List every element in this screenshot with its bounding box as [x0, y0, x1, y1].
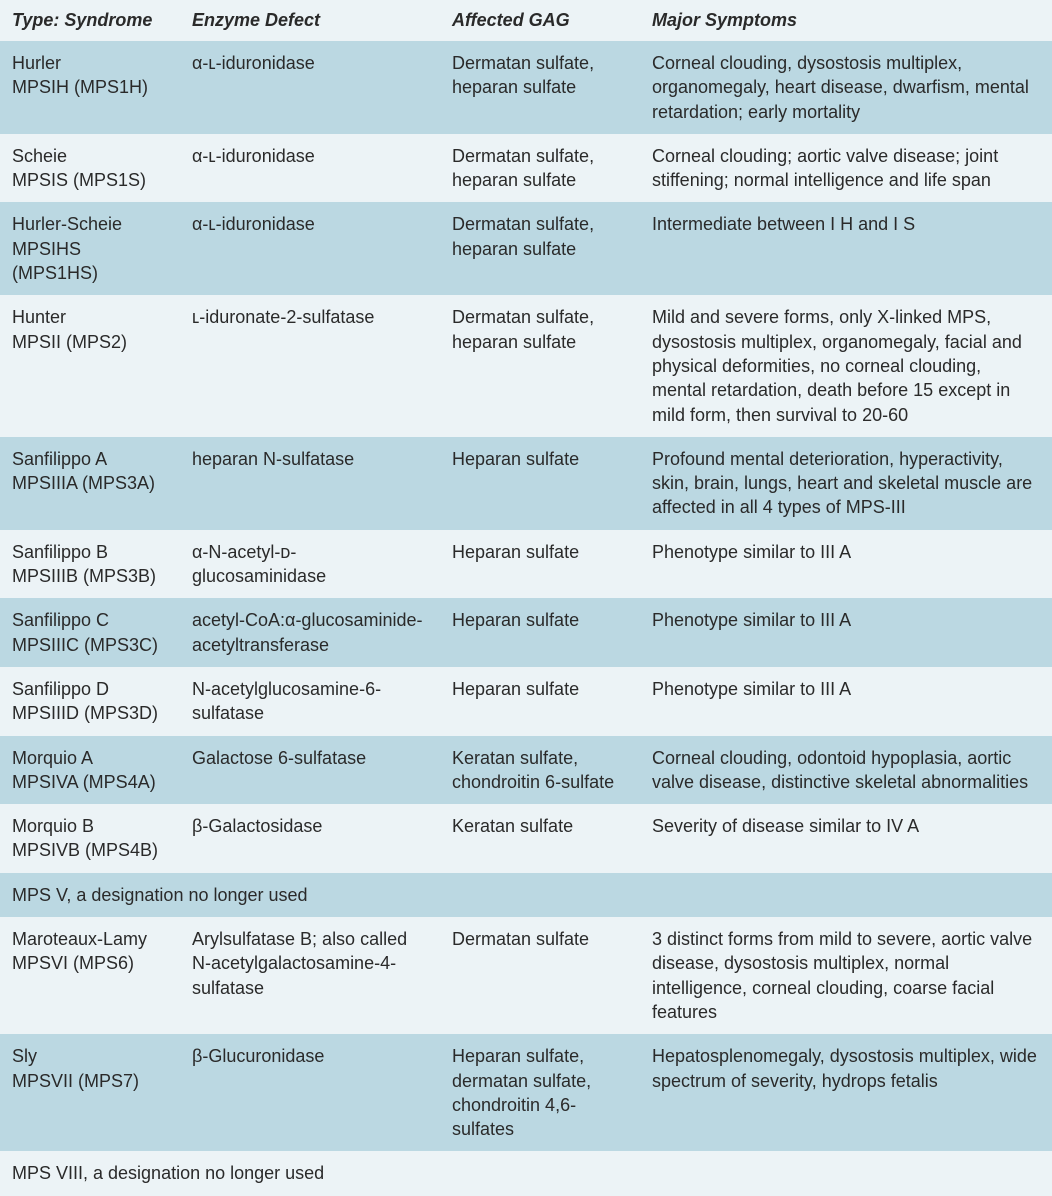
type-name: Hunter — [12, 305, 168, 329]
type-name: Sly — [12, 1044, 168, 1068]
symptoms-cell: Corneal clouding, dysostosis multiplex, … — [640, 41, 1052, 134]
symptoms-cell: Profound mental deterioration, hyperacti… — [640, 437, 1052, 530]
table-row: Maroteaux-LamyMPSVI (MPS6)Arylsulfatase … — [0, 917, 1052, 1034]
type-name: Morquio B — [12, 814, 168, 838]
col-header-enzyme: Enzyme Defect — [180, 0, 440, 41]
table-row: ScheieMPSIS (MPS1S)α-ʟ-iduronidaseDermat… — [0, 134, 1052, 203]
symptoms-cell: 3 distinct forms from mild to severe, ao… — [640, 917, 1052, 1034]
type-cell: HurlerMPSIH (MPS1H) — [0, 41, 180, 134]
enzyme-cell: β-Galactosidase — [180, 804, 440, 873]
symptoms-cell: Corneal clouding, odontoid hypoplasia, a… — [640, 736, 1052, 805]
type-code: MPSIIIB (MPS3B) — [12, 564, 168, 588]
gag-cell: Dermatan sulfate, heparan sulfate — [440, 41, 640, 134]
type-cell: Maroteaux-LamyMPSVI (MPS6) — [0, 917, 180, 1034]
spanner-cell: MPS V, a designation no longer used — [0, 873, 1052, 917]
table-row: Sanfilippo CMPSIIIC (MPS3C)acetyl-CoA:α-… — [0, 598, 1052, 667]
gag-cell: Keratan sulfate — [440, 804, 640, 873]
symptoms-cell: Phenotype similar to III A — [640, 598, 1052, 667]
symptoms-cell: Hepatosplenomegaly, dysostosis multiplex… — [640, 1034, 1052, 1151]
gag-cell: Heparan sulfate, dermatan sulfate, chond… — [440, 1034, 640, 1151]
type-cell: HunterMPSII (MPS2) — [0, 295, 180, 436]
type-cell: ScheieMPSIS (MPS1S) — [0, 134, 180, 203]
type-name: Scheie — [12, 144, 168, 168]
type-name: Morquio A — [12, 746, 168, 770]
symptoms-cell: Intermediate between I H and I S — [640, 202, 1052, 295]
gag-cell: Dermatan sulfate — [440, 917, 640, 1034]
table-row: Hurler-ScheieMPSIHS (MPS1HS)α-ʟ-iduronid… — [0, 202, 1052, 295]
enzyme-cell: β-Glucuronidase — [180, 1034, 440, 1151]
symptoms-cell: Corneal clouding; aortic valve disease; … — [640, 134, 1052, 203]
enzyme-cell: Arylsulfatase B; also called N-acetylgal… — [180, 917, 440, 1034]
table-row: SlyMPSVII (MPS7)β-GlucuronidaseHeparan s… — [0, 1034, 1052, 1151]
symptoms-cell: Phenotype similar to III A — [640, 530, 1052, 599]
col-header-symptoms: Major Symptoms — [640, 0, 1052, 41]
type-name: Maroteaux-Lamy — [12, 927, 168, 951]
type-cell: Morquio AMPSIVA (MPS4A) — [0, 736, 180, 805]
col-header-type: Type: Syndrome — [0, 0, 180, 41]
table-row: Morquio AMPSIVA (MPS4A)Galactose 6-sulfa… — [0, 736, 1052, 805]
gag-cell: Keratan sulfate, chondroitin 6-sulfate — [440, 736, 640, 805]
enzyme-cell: ʟ-iduronate-2-sulfatase — [180, 295, 440, 436]
type-code: MPSIIIC (MPS3C) — [12, 633, 168, 657]
table-row: MPS V, a designation no longer used — [0, 873, 1052, 917]
type-code: MPSIH (MPS1H) — [12, 75, 168, 99]
enzyme-cell: α-ʟ-iduronidase — [180, 202, 440, 295]
gag-cell: Dermatan sulfate, heparan sulfate — [440, 134, 640, 203]
type-cell: SlyMPSVII (MPS7) — [0, 1034, 180, 1151]
table-row: HunterMPSII (MPS2)ʟ-iduronate-2-sulfatas… — [0, 295, 1052, 436]
type-cell: Sanfilippo BMPSIIIB (MPS3B) — [0, 530, 180, 599]
type-cell: Morquio BMPSIVB (MPS4B) — [0, 804, 180, 873]
table-row: Sanfilippo DMPSIIID (MPS3D)N-acetylgluco… — [0, 667, 1052, 736]
type-cell: Sanfilippo AMPSIIIA (MPS3A) — [0, 437, 180, 530]
col-header-gag: Affected GAG — [440, 0, 640, 41]
type-name: Sanfilippo B — [12, 540, 168, 564]
symptoms-cell: Severity of disease similar to IV A — [640, 804, 1052, 873]
enzyme-cell: α-ʟ-iduronidase — [180, 41, 440, 134]
type-cell: Hurler-ScheieMPSIHS (MPS1HS) — [0, 202, 180, 295]
type-cell: Sanfilippo DMPSIIID (MPS3D) — [0, 667, 180, 736]
type-code: MPSII (MPS2) — [12, 330, 168, 354]
symptoms-cell: Mild and severe forms, only X-linked MPS… — [640, 295, 1052, 436]
table-row: Sanfilippo AMPSIIIA (MPS3A)heparan N-sul… — [0, 437, 1052, 530]
type-code: MPSIVA (MPS4A) — [12, 770, 168, 794]
gag-cell: Heparan sulfate — [440, 598, 640, 667]
enzyme-cell: Galactose 6-sulfatase — [180, 736, 440, 805]
gag-cell: Heparan sulfate — [440, 667, 640, 736]
table-row: Sanfilippo BMPSIIIB (MPS3B)α-N-acetyl-ᴅ-… — [0, 530, 1052, 599]
type-code: MPSIVB (MPS4B) — [12, 838, 168, 862]
gag-cell: Dermatan sulfate, heparan sulfate — [440, 295, 640, 436]
type-cell: Sanfilippo CMPSIIIC (MPS3C) — [0, 598, 180, 667]
type-code: MPSIS (MPS1S) — [12, 168, 168, 192]
type-code: MPSVI (MPS6) — [12, 951, 168, 975]
symptoms-cell: Phenotype similar to III A — [640, 667, 1052, 736]
type-name: Hurler — [12, 51, 168, 75]
gag-cell: Heparan sulfate — [440, 437, 640, 530]
type-code: MPSIIID (MPS3D) — [12, 701, 168, 725]
table-row: HurlerMPSIH (MPS1H)α-ʟ-iduronidaseDermat… — [0, 41, 1052, 134]
type-name: Sanfilippo C — [12, 608, 168, 632]
spanner-cell: MPS VIII, a designation no longer used — [0, 1151, 1052, 1195]
enzyme-cell: N-acetylglucosamine-6-sulfatase — [180, 667, 440, 736]
gag-cell: Dermatan sulfate, heparan sulfate — [440, 202, 640, 295]
type-code: MPSVII (MPS7) — [12, 1069, 168, 1093]
enzyme-cell: α-ʟ-iduronidase — [180, 134, 440, 203]
enzyme-cell: α-N-acetyl-ᴅ-glucosaminidase — [180, 530, 440, 599]
type-name: Sanfilippo D — [12, 677, 168, 701]
table-row: Morquio BMPSIVB (MPS4B)β-GalactosidaseKe… — [0, 804, 1052, 873]
enzyme-cell: acetyl-CoA:α-glucosaminide-acetyltransfe… — [180, 598, 440, 667]
header-row: Type: Syndrome Enzyme Defect Affected GA… — [0, 0, 1052, 41]
type-name: Sanfilippo A — [12, 447, 168, 471]
table-row: MPS VIII, a designation no longer used — [0, 1151, 1052, 1195]
mps-table: Type: Syndrome Enzyme Defect Affected GA… — [0, 0, 1052, 1196]
type-code: MPSIHS (MPS1HS) — [12, 237, 168, 286]
gag-cell: Heparan sulfate — [440, 530, 640, 599]
type-name: Hurler-Scheie — [12, 212, 168, 236]
enzyme-cell: heparan N-sulfatase — [180, 437, 440, 530]
type-code: MPSIIIA (MPS3A) — [12, 471, 168, 495]
